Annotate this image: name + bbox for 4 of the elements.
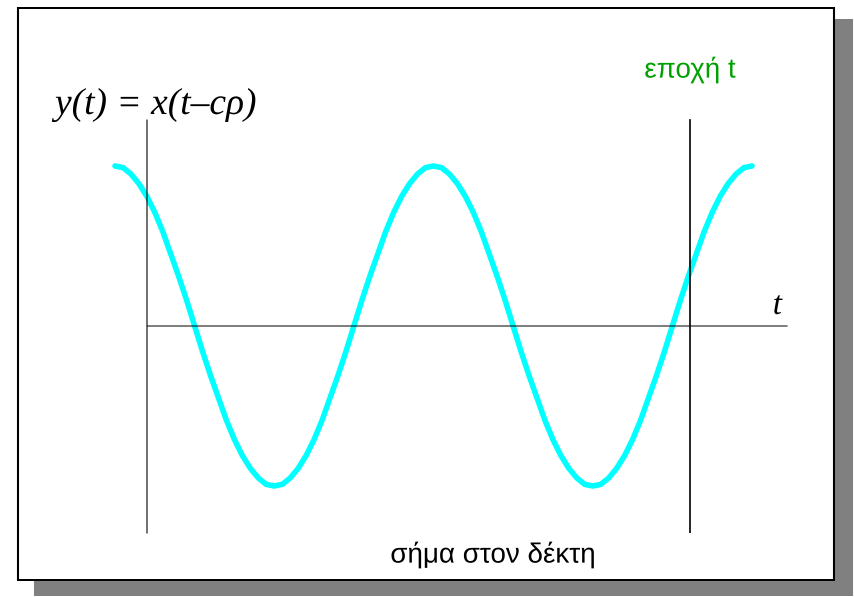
x-axis-title: t [774,295,783,314]
text: εποχή t [645,56,736,84]
y-axis-title: y(t) = x(t–cρ) [52,88,256,122]
text: σήμα στον δέκτη [392,542,594,568]
